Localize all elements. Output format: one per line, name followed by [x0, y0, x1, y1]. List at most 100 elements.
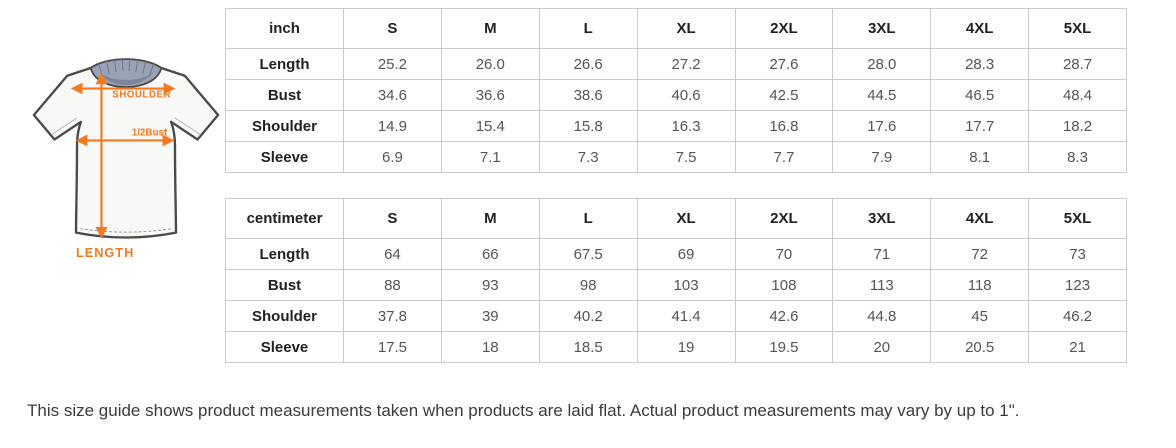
size-header-cell: 4XL — [930, 198, 1030, 239]
size-header-cell: M — [440, 198, 540, 239]
measurement-row: Bust 88 93 98 103 108 113 118 123 — [225, 269, 1127, 301]
measurement-value-cell: 15.4 — [440, 110, 540, 142]
measurement-value-cell: 42.6 — [734, 300, 834, 332]
measurement-value-cell: 27.6 — [734, 48, 834, 80]
size-table-header-row: centimeter S M L XL 2XL 3XL 4XL 5XL — [225, 198, 1127, 239]
measurement-value-cell: 42.5 — [734, 79, 834, 111]
measurement-label-cell: Shoulder — [225, 300, 344, 332]
measurement-value-cell: 7.1 — [440, 141, 540, 173]
measurement-value-cell: 67.5 — [538, 238, 638, 270]
measurement-value-cell: 88 — [343, 269, 442, 301]
measurement-value-cell: 45 — [930, 300, 1030, 332]
measurement-value-cell: 20.5 — [930, 331, 1030, 363]
measurement-label-cell: Bust — [225, 269, 344, 301]
measurement-value-cell: 7.3 — [538, 141, 638, 173]
left-cuff-seam — [51, 117, 78, 136]
measurement-value-cell: 118 — [930, 269, 1030, 301]
collar-inner-shadow — [98, 71, 154, 86]
size-header-cell: 5XL — [1028, 8, 1127, 49]
tshirt-diagram-svg: SHOULDER 1/2Bust LENGTH — [32, 58, 220, 260]
measurement-row: Sleeve 17.5 18 18.5 19 19.5 20 20.5 21 — [225, 331, 1127, 363]
measurement-value-cell: 46.5 — [930, 79, 1030, 111]
size-table-inch: inch S M L XL 2XL 3XL 4XL 5XL Length 25.2 26.0 26.6 2… — [225, 8, 1127, 173]
measurement-value-cell: 37.8 — [343, 300, 442, 332]
measurement-value-cell: 72 — [930, 238, 1030, 270]
measurement-value-cell: 17.6 — [832, 110, 932, 142]
size-header-cell: M — [440, 8, 540, 49]
unit-header-cell: centimeter — [225, 198, 344, 239]
measurement-value-cell: 8.1 — [930, 141, 1030, 173]
measurement-value-cell: 93 — [440, 269, 540, 301]
measurement-value-cell: 26.0 — [440, 48, 540, 80]
size-tables: inch S M L XL 2XL 3XL 4XL 5XL Length 25.2 26.0 26.6 2… — [225, 8, 1127, 363]
measurement-value-cell: 103 — [636, 269, 736, 301]
measurement-value-cell: 41.4 — [636, 300, 736, 332]
size-header-cell: 3XL — [832, 8, 932, 49]
measurement-value-cell: 18.2 — [1028, 110, 1127, 142]
measurement-value-cell: 123 — [1028, 269, 1127, 301]
measurement-row: Shoulder 14.9 15.4 15.8 16.3 16.8 17.6 17.7 18.2 — [225, 110, 1127, 142]
size-header-cell: XL — [636, 198, 736, 239]
hem-stitch-line — [79, 228, 173, 233]
measurement-value-cell: 17.7 — [930, 110, 1030, 142]
measurement-label-cell: Bust — [225, 79, 344, 111]
collar-rib-lines — [98, 58, 154, 76]
measurement-value-cell: 38.6 — [538, 79, 638, 111]
size-header-cell: 2XL — [734, 198, 834, 239]
measurement-label-cell: Shoulder — [225, 110, 344, 142]
size-header-cell: 4XL — [930, 8, 1030, 49]
size-header-cell: 2XL — [734, 8, 834, 49]
measurement-value-cell: 8.3 — [1028, 141, 1127, 173]
measurement-value-cell: 39 — [440, 300, 540, 332]
measurement-value-cell: 28.0 — [832, 48, 932, 80]
measurement-value-cell: 73 — [1028, 238, 1127, 270]
shoulder-label: SHOULDER — [112, 89, 171, 100]
size-table-centimeter: centimeter S M L XL 2XL 3XL 4XL 5XL Length 64 66 67.… — [225, 198, 1127, 363]
unit-header-cell: inch — [225, 8, 344, 49]
measurement-value-cell: 21 — [1028, 331, 1127, 363]
measurement-value-cell: 40.6 — [636, 79, 736, 111]
measurement-value-cell: 7.7 — [734, 141, 834, 173]
measurement-value-cell: 44.8 — [832, 300, 932, 332]
measurement-value-cell: 44.5 — [832, 79, 932, 111]
measurement-value-cell: 15.8 — [538, 110, 638, 142]
size-header-cell: S — [343, 198, 442, 239]
size-header-cell: L — [538, 8, 638, 49]
measurement-value-cell: 6.9 — [343, 141, 442, 173]
measurement-value-cell: 108 — [734, 269, 834, 301]
measurement-value-cell: 34.6 — [343, 79, 442, 111]
measurement-value-cell: 18.5 — [538, 331, 638, 363]
measurement-value-cell: 98 — [538, 269, 638, 301]
measurement-value-cell: 71 — [832, 238, 932, 270]
measurement-value-cell: 66 — [440, 238, 540, 270]
measurement-value-cell: 7.9 — [832, 141, 932, 173]
measurement-value-cell: 113 — [832, 269, 932, 301]
measurement-value-cell: 26.6 — [538, 48, 638, 80]
measurement-value-cell: 48.4 — [1028, 79, 1127, 111]
measurement-value-cell: 17.5 — [343, 331, 442, 363]
measurement-value-cell: 46.2 — [1028, 300, 1127, 332]
measurement-row: Sleeve 6.9 7.1 7.3 7.5 7.7 7.9 8.1 8.3 — [225, 141, 1127, 173]
measurement-value-cell: 20 — [832, 331, 932, 363]
tshirt-measurement-diagram: SHOULDER 1/2Bust LENGTH — [28, 56, 224, 272]
measurement-value-cell: 40.2 — [538, 300, 638, 332]
measurement-label-cell: Length — [225, 238, 344, 270]
half-bust-label: 1/2Bust — [132, 128, 168, 139]
measurement-value-cell: 19 — [636, 331, 736, 363]
size-header-cell: L — [538, 198, 638, 239]
measurement-value-cell: 69 — [636, 238, 736, 270]
measurement-value-cell: 70 — [734, 238, 834, 270]
measurement-value-cell: 27.2 — [636, 48, 736, 80]
measurement-value-cell: 64 — [343, 238, 442, 270]
size-header-cell: XL — [636, 8, 736, 49]
size-guide-note: This size guide shows product measuremen… — [27, 401, 1020, 420]
measurement-row: Length 64 66 67.5 69 70 71 72 73 — [225, 238, 1127, 270]
measurement-row: Shoulder 37.8 39 40.2 41.4 42.6 44.8 45 46.2 — [225, 300, 1127, 332]
measurement-label-cell: Sleeve — [225, 331, 344, 363]
measurement-row: Bust 34.6 36.6 38.6 40.6 42.5 44.5 46.5 48.4 — [225, 79, 1127, 111]
measurement-value-cell: 16.3 — [636, 110, 736, 142]
size-header-cell: 5XL — [1028, 198, 1127, 239]
right-cuff-seam — [174, 117, 201, 136]
measurement-value-cell: 7.5 — [636, 141, 736, 173]
